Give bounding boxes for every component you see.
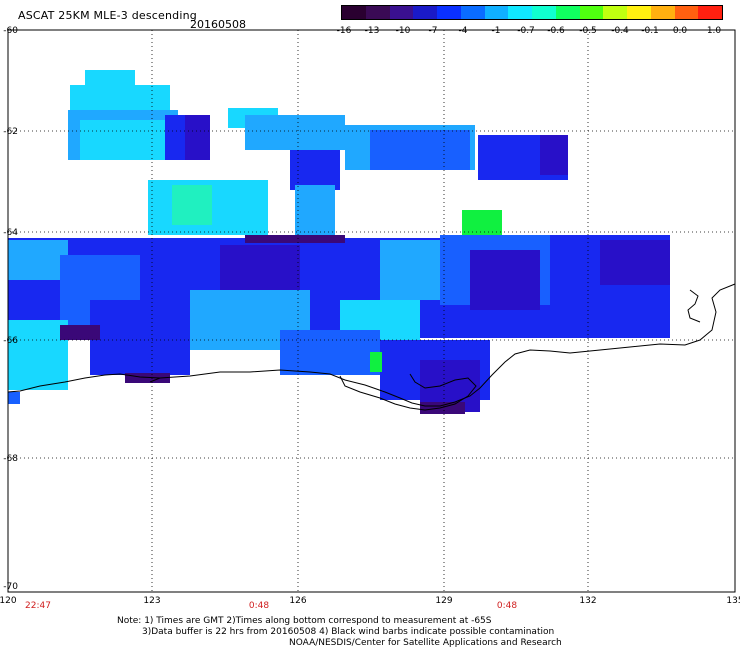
graticule	[8, 30, 735, 592]
latitude-label: -62	[3, 127, 18, 137]
color-swatch	[365, 6, 390, 19]
latitude-labels: -60 -62 -64 -66 -68 -70	[3, 26, 18, 592]
note-line-2: 3)Data buffer is 22 hrs from 20160508 4)…	[142, 627, 555, 637]
wind-cell	[470, 250, 540, 310]
time-label: 22:47	[25, 601, 51, 611]
longitude-label: 123	[143, 596, 160, 606]
color-scale-labels: -16 -13 -10 -7 -4 -1 -0.7 -0.6 -0.5 -0.4 -0.1 0.0 1.…	[330, 26, 732, 38]
color-swatch	[460, 6, 485, 19]
note-line-1: Note: 1) Times are GMT 2)Times along bot…	[117, 616, 492, 626]
color-swatch	[437, 6, 461, 19]
color-scale-label: -0.7	[517, 26, 535, 36]
longitude-label: 120	[0, 596, 17, 606]
color-scale-label: -0.1	[641, 26, 659, 36]
color-swatch	[389, 6, 414, 19]
color-scale-bar	[341, 5, 723, 20]
color-scale-label: -13	[364, 26, 380, 36]
time-label: 0:48	[497, 601, 517, 611]
wind-cell	[8, 320, 68, 390]
coastline-island	[687, 289, 701, 323]
coastline-bay	[149, 373, 477, 411]
product-title: ASCAT 25KM MLE-3 descending	[18, 9, 197, 22]
coastline-main	[7, 283, 736, 407]
wind-cell	[90, 300, 190, 375]
wind-cell	[370, 130, 470, 170]
color-swatch	[508, 6, 532, 19]
wind-cell	[60, 325, 100, 340]
wind-cell	[8, 392, 20, 404]
wind-cell	[420, 402, 465, 414]
latitude-label: -66	[3, 336, 18, 346]
map-frame	[7, 29, 736, 593]
color-scale-label: 1.0	[706, 26, 722, 36]
color-scale-label: -10	[395, 26, 411, 36]
time-label: 0:48	[249, 601, 269, 611]
time-labels: 22:47 0:48 0:48	[25, 601, 517, 611]
wind-cell	[172, 185, 212, 225]
latitude-label: -68	[3, 454, 18, 464]
color-swatch	[555, 6, 580, 19]
coastline	[7, 283, 736, 411]
wind-cell	[290, 150, 340, 190]
longitude-label: 126	[289, 596, 306, 606]
latitude-label: -64	[3, 228, 18, 238]
color-swatch	[532, 6, 556, 19]
color-scale-label: -0.6	[547, 26, 565, 36]
wind-cell	[185, 115, 210, 160]
longitude-label: 132	[579, 596, 596, 606]
product-date: 20160508	[190, 18, 246, 31]
color-swatch	[650, 6, 675, 19]
wind-cell	[370, 352, 382, 372]
color-swatch	[603, 6, 627, 19]
wind-cell	[295, 185, 335, 235]
color-swatch	[674, 6, 699, 19]
color-swatch	[484, 6, 509, 19]
color-swatch	[579, 6, 604, 19]
color-scale-label: -16	[336, 26, 352, 36]
wind-cell	[80, 120, 170, 160]
longitude-labels: 120 123 126 129 132 135	[0, 596, 740, 606]
wind-swath	[8, 70, 670, 414]
color-scale-label: -4	[458, 26, 468, 36]
color-scale-label: 0.0	[672, 26, 688, 36]
wind-cell	[245, 235, 345, 243]
wind-cell	[300, 240, 380, 310]
wind-cell	[540, 135, 568, 175]
longitude-label: 135	[726, 596, 740, 606]
wind-cell	[125, 373, 170, 383]
latitude-label: -70	[3, 582, 18, 592]
color-swatch	[698, 6, 722, 19]
color-swatch	[627, 6, 651, 19]
color-scale-label: -7	[428, 26, 438, 36]
wind-cell	[600, 240, 670, 285]
color-swatch	[342, 6, 366, 19]
latitude-label: -60	[3, 26, 18, 36]
color-swatch	[413, 6, 437, 19]
longitude-label: 129	[435, 596, 452, 606]
wind-cell	[8, 240, 68, 280]
wind-cell	[245, 115, 345, 150]
color-scale-label: -1	[491, 26, 501, 36]
wind-cell	[280, 330, 380, 375]
note-line-3: NOAA/NESDIS/Center for Satellite Applica…	[289, 638, 562, 648]
wind-cell	[462, 210, 502, 235]
color-scale-label: -0.4	[611, 26, 629, 36]
